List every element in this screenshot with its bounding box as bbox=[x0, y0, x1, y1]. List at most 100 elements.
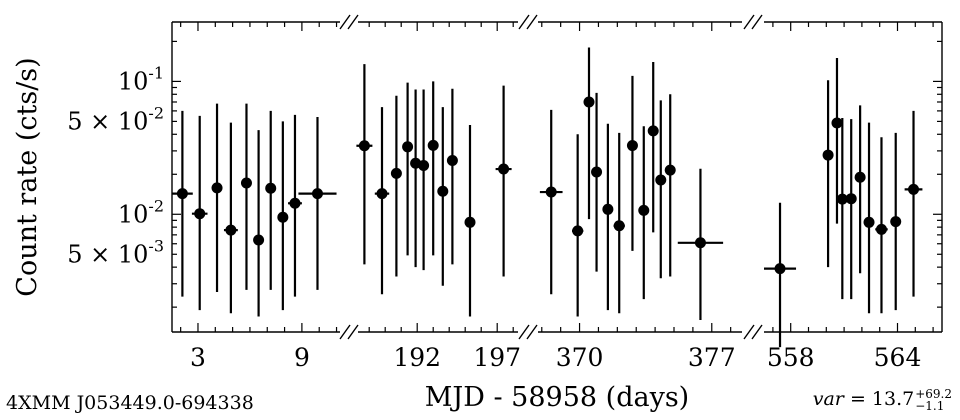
y-axis: 10-1 5 × 10-2 10-2 5 × 10-3 bbox=[67, 40, 942, 308]
marker bbox=[437, 185, 449, 197]
y-axis-label: Count rate (cts/s) bbox=[12, 57, 43, 296]
y-tick-label-1: 10-1 bbox=[118, 63, 164, 95]
marker bbox=[240, 177, 252, 189]
break-slash-3-top-1 bbox=[743, 14, 755, 30]
marker bbox=[626, 140, 638, 152]
data-point-3-4 bbox=[591, 92, 603, 272]
marker bbox=[664, 164, 676, 176]
data-point-4-2 bbox=[822, 80, 834, 268]
x-axis: 3 9 192 197 370 377 558 564 bbox=[180, 22, 934, 372]
marker bbox=[875, 223, 887, 235]
break-slash-1-bottom-1 bbox=[339, 324, 351, 340]
data-point-4-8 bbox=[875, 137, 888, 314]
data-point-2-2 bbox=[374, 107, 390, 295]
marker bbox=[822, 149, 834, 161]
data-point-1-9 bbox=[288, 114, 302, 297]
break-slash-3-top-2 bbox=[751, 14, 763, 30]
data-point-2-9 bbox=[446, 88, 458, 265]
break-slash-1-bottom-2 bbox=[347, 324, 359, 340]
marker bbox=[863, 216, 875, 228]
data-point-2-3 bbox=[390, 95, 402, 277]
marker bbox=[311, 188, 323, 200]
x-tick-label-4-1: 558 bbox=[767, 343, 815, 372]
marker bbox=[194, 208, 206, 220]
data-point-1-2 bbox=[191, 115, 208, 311]
break-slash-3-bottom-1 bbox=[743, 324, 755, 340]
data-point-4-3 bbox=[831, 58, 843, 224]
x-tick-label-2-1: 192 bbox=[393, 343, 441, 372]
marker bbox=[464, 216, 476, 228]
x-tick-label-2-2: 197 bbox=[473, 343, 521, 372]
data-points bbox=[172, 47, 923, 348]
marker bbox=[655, 174, 667, 186]
data-point-4-5 bbox=[845, 119, 857, 300]
marker bbox=[253, 234, 265, 246]
data-point-3-2 bbox=[572, 134, 584, 317]
y-tick-label-2: 5 × 10-2 bbox=[67, 103, 164, 135]
data-point-4-4 bbox=[836, 118, 848, 300]
marker bbox=[774, 263, 786, 275]
marker bbox=[402, 141, 414, 153]
marker bbox=[390, 167, 402, 179]
data-point-3-3 bbox=[583, 47, 595, 220]
data-point-2-7 bbox=[427, 81, 439, 256]
var-value: 13.7 bbox=[871, 388, 915, 410]
data-point-4-10 bbox=[904, 110, 923, 297]
data-point-3-9 bbox=[647, 61, 659, 233]
marker bbox=[591, 166, 603, 178]
var-equals: = bbox=[843, 388, 872, 410]
marker bbox=[446, 154, 458, 166]
data-point-4-1 bbox=[764, 202, 797, 348]
marker bbox=[694, 237, 706, 249]
marker bbox=[836, 193, 848, 205]
data-point-2-4 bbox=[402, 82, 414, 256]
x-axis-label: MJD - 58958 (days) bbox=[425, 382, 689, 413]
marker bbox=[225, 224, 237, 236]
data-point-2-5 bbox=[410, 89, 422, 268]
x-tick-label-1-1: 3 bbox=[190, 343, 206, 372]
data-point-3-11 bbox=[664, 94, 676, 277]
data-point-1-3 bbox=[211, 103, 223, 293]
marker bbox=[647, 125, 659, 137]
plot-frame bbox=[171, 21, 943, 333]
marker bbox=[572, 225, 584, 237]
data-point-1-1 bbox=[172, 110, 193, 297]
marker bbox=[427, 139, 439, 151]
data-point-3-1 bbox=[539, 109, 563, 295]
data-point-4-7 bbox=[863, 122, 875, 314]
data-point-3-7 bbox=[626, 75, 638, 251]
data-point-1-8 bbox=[277, 121, 289, 311]
break-slash-2-bottom-2 bbox=[526, 324, 538, 340]
marker bbox=[908, 183, 920, 195]
y-tick-label-4: 5 × 10-3 bbox=[67, 236, 164, 268]
data-point-2-6 bbox=[418, 89, 430, 271]
marker bbox=[277, 211, 289, 223]
data-point-1-10 bbox=[298, 116, 337, 290]
marker bbox=[845, 193, 857, 205]
marker bbox=[176, 188, 188, 200]
marker bbox=[583, 96, 595, 108]
data-point-2-11 bbox=[495, 85, 512, 277]
data-point-3-8 bbox=[638, 126, 650, 300]
break-slash-1-top-1 bbox=[339, 14, 351, 30]
marker bbox=[638, 204, 650, 216]
data-point-1-6 bbox=[253, 130, 265, 317]
data-point-3-5 bbox=[602, 123, 614, 311]
marker bbox=[602, 203, 614, 215]
data-point-3-10 bbox=[655, 100, 667, 279]
x-tick-label-3-2: 377 bbox=[688, 343, 736, 372]
x-tick-label-3-1: 370 bbox=[556, 343, 604, 372]
var-error-minus: −1.1 bbox=[915, 399, 945, 413]
break-slash-2-bottom-1 bbox=[518, 324, 530, 340]
x-tick-label-4-2: 564 bbox=[874, 343, 922, 372]
marker bbox=[545, 186, 557, 198]
var-label: var bbox=[812, 388, 844, 410]
marker bbox=[289, 197, 301, 209]
var-error-plus: +69.2 bbox=[915, 387, 952, 401]
data-point-2-8 bbox=[437, 107, 449, 286]
marker bbox=[418, 159, 430, 171]
marker bbox=[890, 216, 902, 228]
break-slash-1-top-2 bbox=[347, 14, 359, 30]
marker bbox=[498, 163, 510, 175]
